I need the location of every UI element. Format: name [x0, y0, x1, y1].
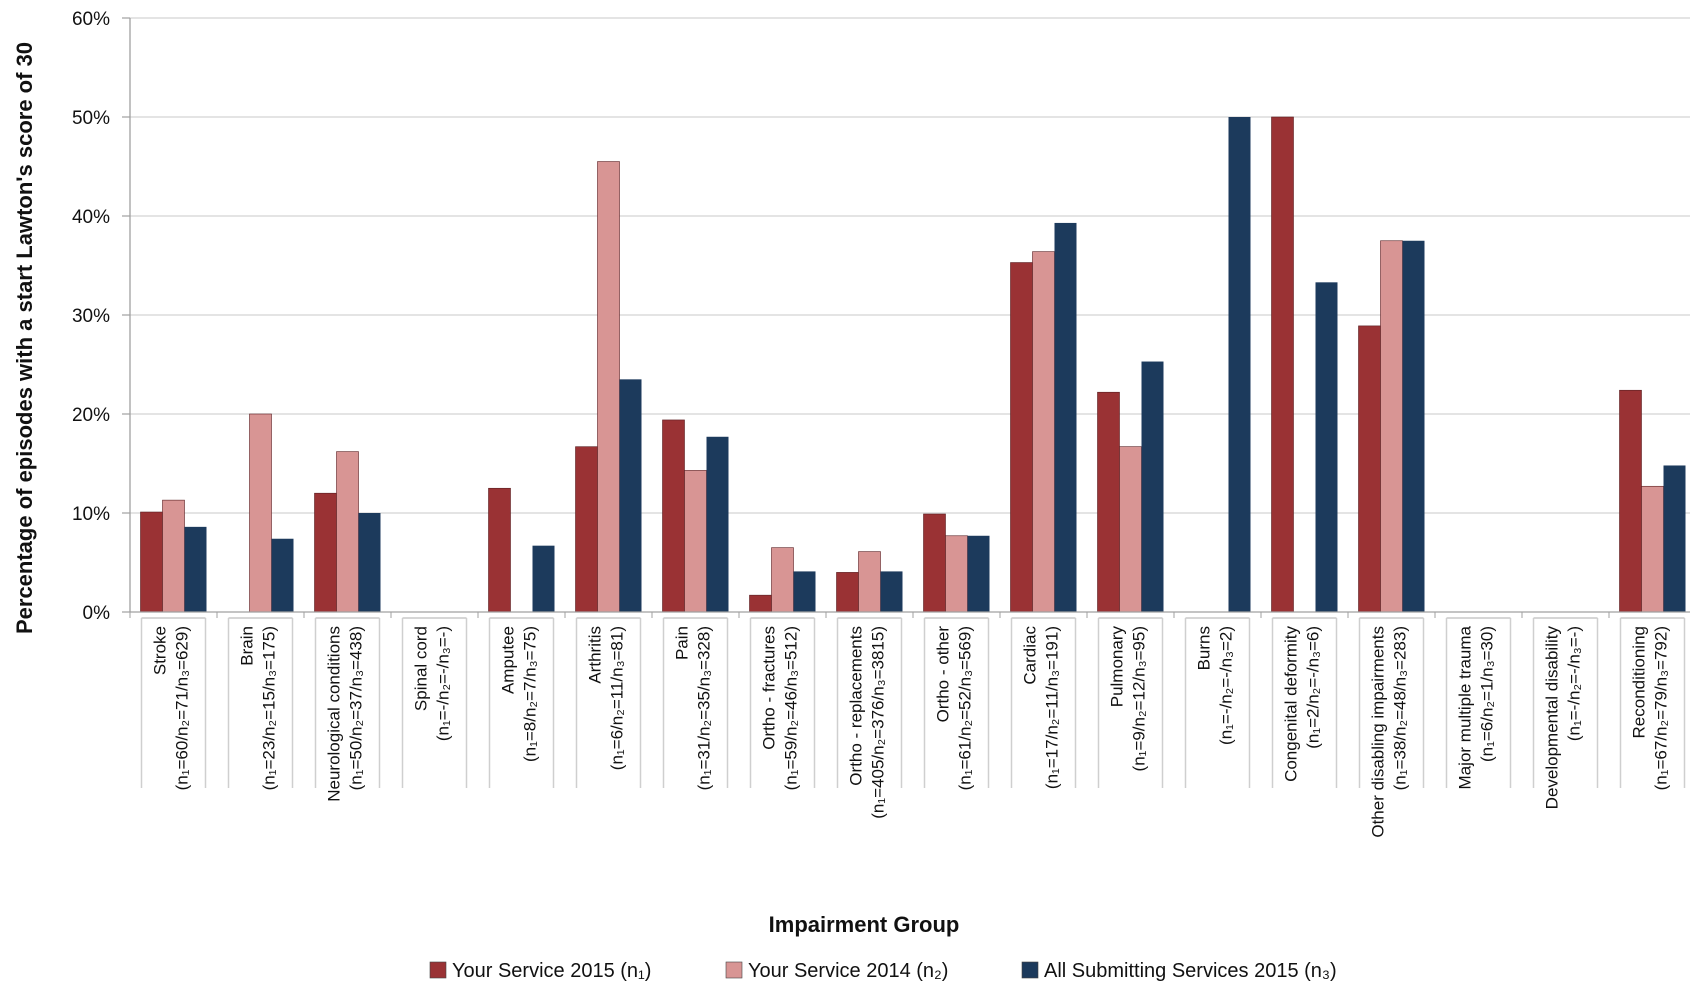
gridlines	[130, 17, 1690, 514]
x-tick-count-label: (n₁=59/n₂=46/n₃=512)	[782, 626, 801, 790]
x-tick-label: Congenital deformity	[1282, 626, 1301, 782]
x-tick-count-label: (n₁=61/n₂=52/n₃=569)	[956, 626, 975, 790]
x-tick-label: Major multiple trauma	[1456, 625, 1475, 789]
bar	[532, 545, 555, 612]
x-tick-count-label: (n₁=6/n₂=1/n₃=30)	[1478, 626, 1497, 762]
x-tick-label: Ortho - fractures	[760, 626, 779, 750]
bar	[358, 513, 381, 612]
bar	[945, 535, 968, 613]
x-tick-label: Ortho - replacements	[847, 626, 866, 786]
x-tick-label: Amputee	[499, 626, 518, 694]
x-tick-label: Ortho - other	[934, 626, 953, 723]
x-tick-label: Reconditioning	[1630, 626, 1649, 738]
bar	[1380, 240, 1403, 613]
bar	[749, 594, 772, 613]
x-tick-label: Pain	[673, 626, 692, 660]
legend: Your Service 2015 (n₁) Your Service 2014 …	[429, 960, 1337, 982]
bar	[1097, 391, 1120, 613]
bar	[836, 572, 859, 613]
x-tick-label: Spinal cord	[412, 626, 431, 711]
bar	[1641, 485, 1664, 613]
bar	[575, 446, 598, 613]
bar	[858, 551, 881, 613]
label-connectors	[140, 617, 1686, 788]
bar	[184, 526, 207, 612]
bar	[271, 538, 294, 612]
y-tick-label: 50%	[72, 108, 110, 129]
bars	[140, 116, 1686, 613]
x-tick-count-label: (n₁=60/n₂=71/n₃=629)	[173, 626, 192, 790]
x-axis-title: Impairment Group	[769, 912, 960, 937]
bar	[1119, 446, 1142, 613]
x-tick-count-label: (n₁=50/n₂=37/n₃=438)	[347, 626, 366, 790]
bar	[1315, 282, 1338, 612]
category-labels: Stroke (n₁=60/n₂=71/n₃=629) Brain (n₁=23/n₂…	[151, 625, 1671, 837]
x-tick-count-label: (n₁=8/n₂=7/n₃=75)	[521, 626, 540, 762]
x-tick-label: Developmental disability	[1543, 626, 1562, 810]
bar	[1402, 240, 1425, 612]
legend-label: Your Service 2015 (n₁)	[452, 960, 651, 982]
bar	[662, 419, 685, 613]
bar	[597, 161, 620, 613]
bar	[1619, 389, 1642, 613]
x-tick-label: Burns	[1195, 626, 1214, 670]
x-tick-count-label: (n₁=-/n₂=-/n₃=2)	[1217, 626, 1236, 745]
axes: 0% 10% 20% 30% 40% 50% 60%	[72, 9, 1690, 624]
x-tick-count-label: (n₁=-/n₂=-/n₃=-)	[1565, 626, 1584, 741]
x-tick-count-label: (n₁=405/n₂=376/n₃=3815)	[869, 626, 888, 819]
x-tick-count-label: (n₁=23/n₂=15/n₃=175)	[260, 626, 279, 790]
y-tick-label: 20%	[72, 405, 110, 426]
x-tick-count-label: (n₁=-/n₂=-/n₃=-)	[434, 626, 453, 741]
bar	[488, 487, 511, 613]
x-tick-count-label: (n₁=38/n₂=48/n₃=283)	[1391, 626, 1410, 790]
bar	[1271, 116, 1294, 613]
bar	[880, 571, 903, 612]
bar	[619, 379, 642, 612]
x-tick-count-label: (n₁=67/n₂=79/n₃=792)	[1652, 626, 1671, 790]
legend-swatch	[725, 961, 743, 979]
bar	[1358, 325, 1381, 613]
x-tick-label: Neurological conditions	[325, 626, 344, 802]
x-tick-count-label: (n₁=31/n₂=35/n₃=328)	[695, 626, 714, 790]
y-tick-label: 40%	[72, 207, 110, 228]
x-tick-count-label: (n₁=6/n₂=11/n₃=81)	[608, 626, 627, 770]
x-tick-label: Cardiac	[1021, 626, 1040, 685]
bar	[1054, 222, 1077, 612]
bar	[1663, 465, 1686, 612]
bar	[967, 535, 990, 612]
x-tick-count-label: (n₁=17/n₂=11/n₃=191)	[1043, 626, 1062, 789]
legend-swatch	[1021, 961, 1039, 979]
y-axis-title: Percentage of episodes with a start Lawt…	[12, 42, 37, 634]
bar	[1141, 361, 1164, 612]
bar	[336, 451, 359, 613]
legend-label: Your Service 2014 (n₂)	[748, 960, 948, 982]
bar	[1032, 251, 1055, 613]
y-tick-label: 60%	[72, 9, 110, 30]
x-tick-label: Stroke	[151, 626, 170, 675]
bar	[140, 511, 163, 613]
legend-label: All Submitting Services 2015 (n₃)	[1044, 960, 1337, 982]
legend-swatch	[429, 961, 447, 979]
x-tick-label: Other disabling impairments	[1369, 626, 1388, 838]
bar	[706, 436, 729, 612]
bar	[249, 413, 272, 613]
x-tick-count-label: (n₁=9/n₂=12/n₃=95)	[1130, 626, 1149, 771]
x-tick-label: Pulmonary	[1108, 626, 1127, 708]
bar	[923, 513, 946, 613]
x-tick-label: Brain	[238, 626, 257, 666]
y-tick-label: 30%	[72, 306, 110, 327]
x-tick-label: Arthritis	[586, 626, 605, 684]
y-tick-label: 10%	[72, 504, 110, 525]
bar	[771, 547, 794, 613]
bar	[314, 492, 337, 613]
x-tick-count-label: (n₁=2/n₂=-/n₃=6)	[1304, 626, 1323, 749]
bar	[1228, 117, 1251, 612]
bar	[162, 499, 185, 613]
bar	[1010, 262, 1033, 613]
bar	[684, 470, 707, 613]
bar	[793, 571, 816, 612]
y-tick-label: 0%	[83, 603, 111, 624]
